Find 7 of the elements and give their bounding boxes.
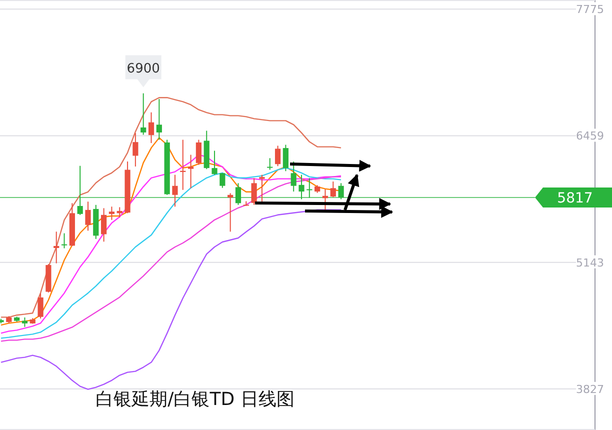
annotation: 6900 (126, 61, 160, 76)
ref-label: 5817 (557, 190, 593, 206)
title: 白银延期/白银TD 日线图 (96, 389, 294, 410)
ytick: 7775 (576, 3, 604, 16)
ytick: 6459 (576, 130, 604, 143)
ytick: 5143 (576, 256, 604, 270)
ytick: 3827 (576, 382, 604, 396)
